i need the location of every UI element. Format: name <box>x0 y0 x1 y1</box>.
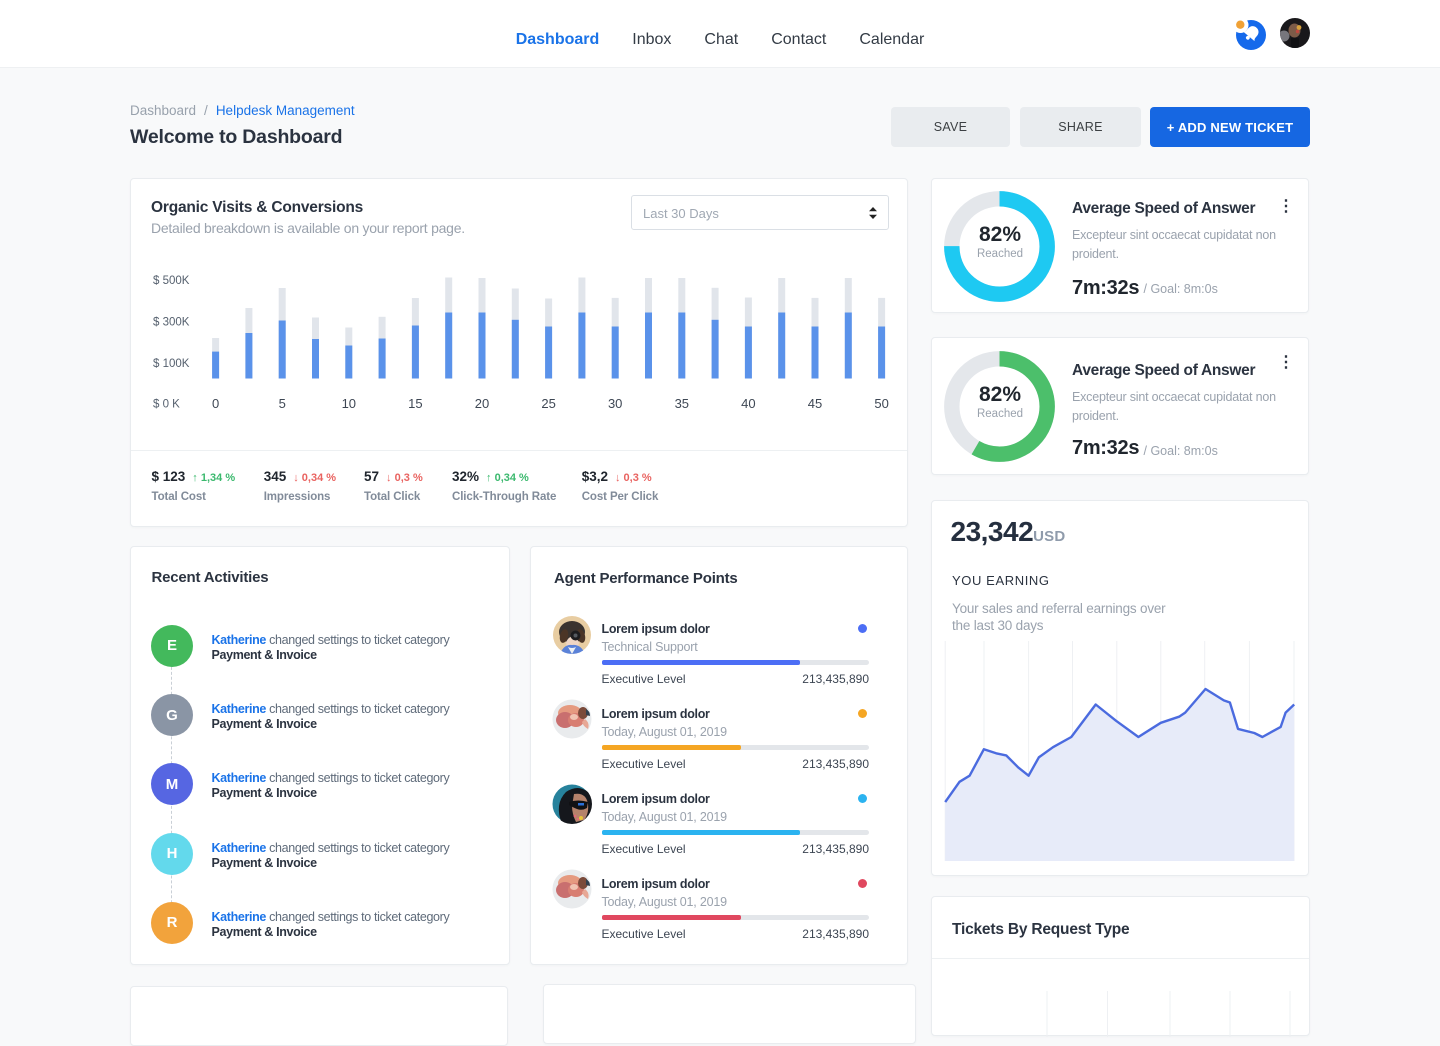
svg-text:$ 500K: $ 500K <box>153 275 190 287</box>
svg-text:0: 0 <box>212 396 219 411</box>
svg-text:$ 100K: $ 100K <box>153 358 190 370</box>
svg-text:30: 30 <box>608 396 622 411</box>
svg-text:40: 40 <box>741 396 755 411</box>
svg-text:$ 0 K: $ 0 K <box>153 399 180 411</box>
svg-text:50: 50 <box>874 396 888 411</box>
svg-text:10: 10 <box>342 396 356 411</box>
svg-text:$ 300K: $ 300K <box>153 316 190 328</box>
svg-text:45: 45 <box>808 396 822 411</box>
svg-text:35: 35 <box>675 396 689 411</box>
svg-text:25: 25 <box>541 396 555 411</box>
svg-text:5: 5 <box>279 396 286 411</box>
svg-text:15: 15 <box>408 396 422 411</box>
svg-text:20: 20 <box>475 396 489 411</box>
